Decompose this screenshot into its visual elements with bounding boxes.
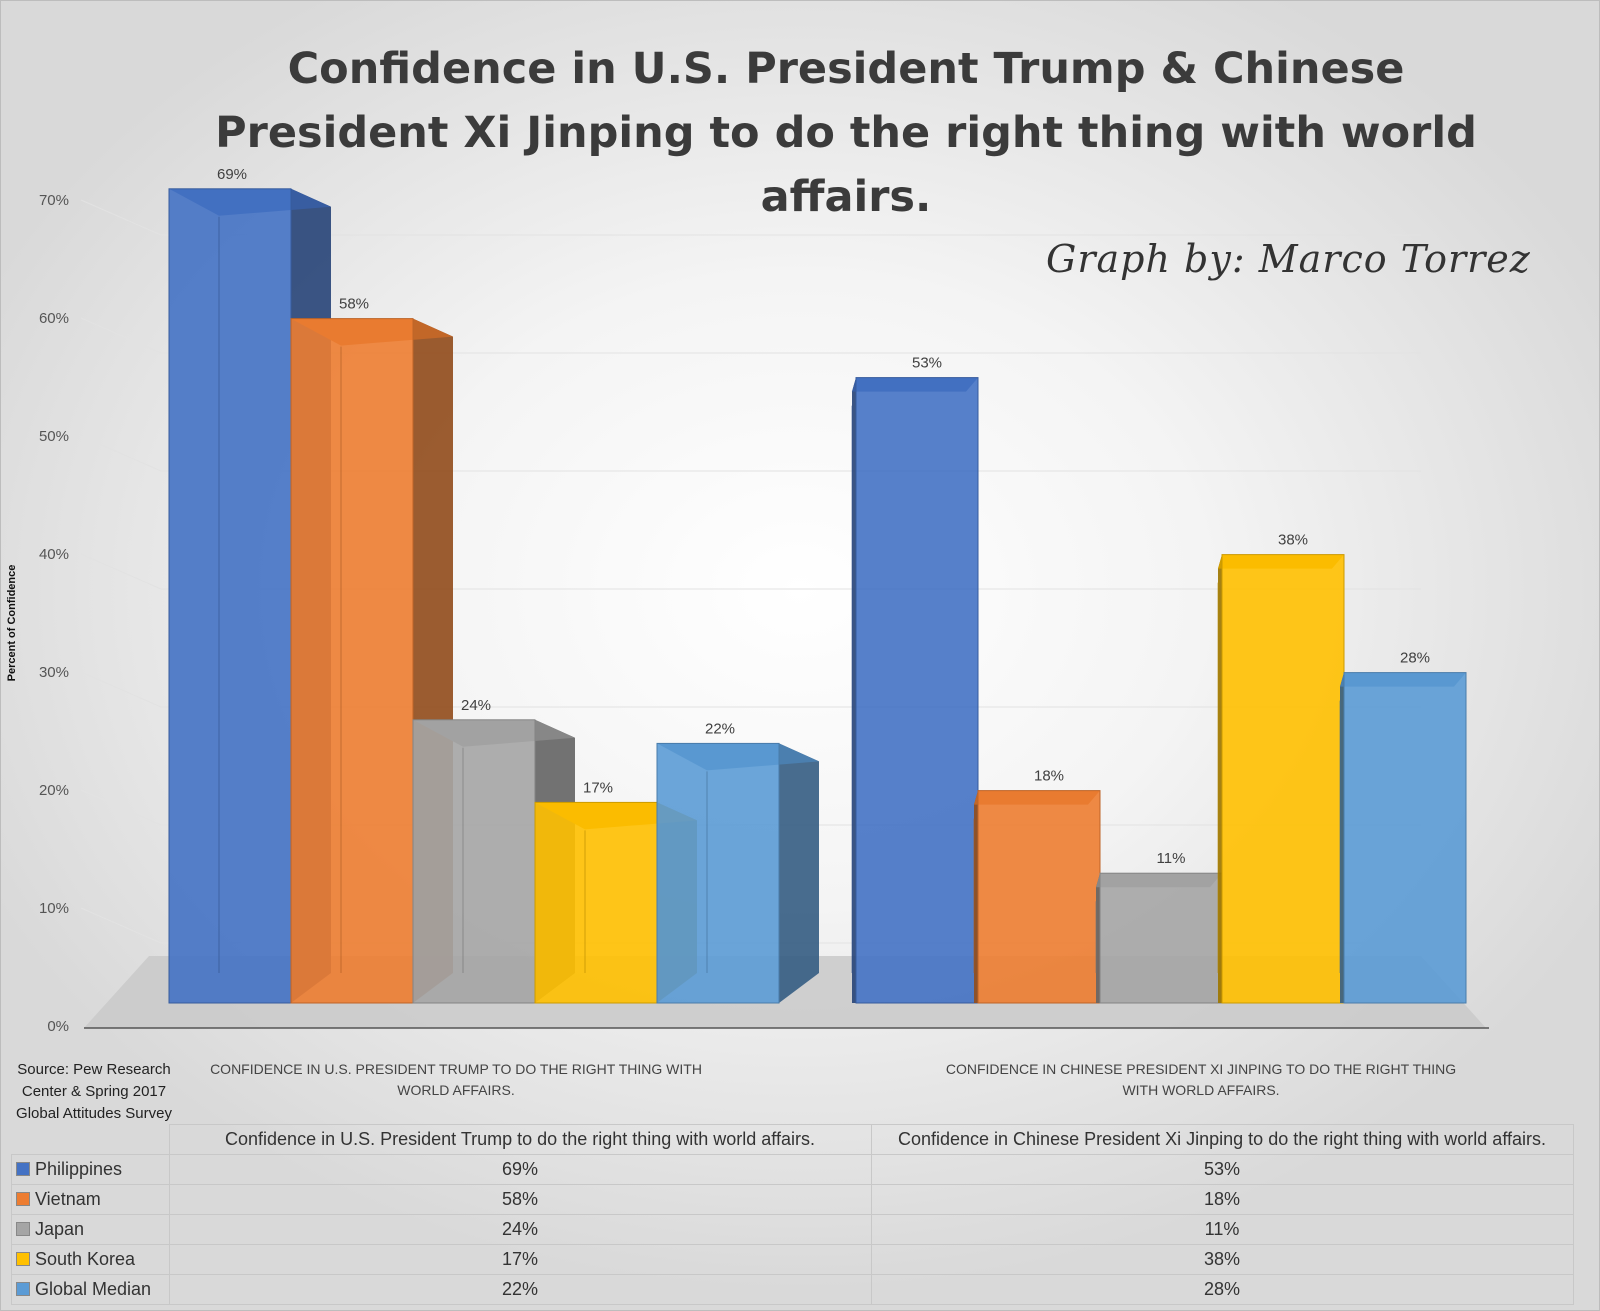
y-tick-label: 30% (39, 664, 69, 681)
data-label: 22% (705, 720, 735, 737)
legend-swatch (16, 1282, 30, 1296)
bar-side (779, 743, 819, 1003)
y-axis-label: Percent of Confidence (6, 564, 18, 682)
gridline (80, 435, 162, 472)
table-column-header: Confidence in Chinese President Xi Jinpi… (870, 1124, 1574, 1155)
bar-side (1340, 672, 1344, 1003)
table-row-header: Japan (11, 1214, 170, 1245)
legend-swatch (16, 1252, 30, 1266)
legend-swatch (16, 1222, 30, 1236)
bar-front (1343, 672, 1467, 1004)
bar-front (412, 719, 536, 1004)
data-label: 69% (217, 166, 247, 183)
bar-global-median: 28% (1339, 650, 1467, 1004)
table-column-header: Confidence in U.S. President Trump to do… (168, 1124, 872, 1155)
data-label: 11% (1157, 850, 1186, 867)
legend-label: South Korea (35, 1249, 136, 1269)
y-tick-label: 20% (39, 782, 69, 799)
bar-japan: 11% (1095, 850, 1223, 1004)
table-row-header: Global Median (11, 1274, 170, 1305)
bar-side (1096, 873, 1100, 1003)
bar-front (977, 790, 1101, 1004)
gridline (80, 907, 162, 944)
bar-side (1218, 554, 1222, 1003)
legend-swatch (16, 1162, 30, 1176)
table-cell: 38% (870, 1244, 1574, 1275)
table-corner (12, 1125, 170, 1155)
table-cell: 17% (168, 1244, 872, 1275)
data-label: 18% (1034, 768, 1064, 785)
y-tick-label: 10% (39, 900, 69, 917)
legend-label: Vietnam (35, 1189, 101, 1209)
table-row: Vietnam 58% 18% (11, 1184, 1574, 1215)
table-cell: 22% (168, 1274, 872, 1305)
bar-front (1099, 872, 1223, 1004)
table-cell: 58% (168, 1184, 872, 1215)
legend-swatch (16, 1192, 30, 1206)
bar-global-median: 22% (656, 720, 819, 1004)
table-cell: 24% (168, 1214, 872, 1245)
table-row-header: Vietnam (11, 1184, 170, 1215)
y-tick-label: 60% (39, 310, 69, 327)
legend-label: Philippines (35, 1159, 123, 1179)
chart-title: Confidence in U.S. President Trump & Chi… (215, 44, 1477, 222)
gridline (80, 671, 162, 708)
gridline (80, 553, 162, 590)
table-row-header: Philippines (11, 1154, 170, 1185)
table-row: Global Median 22% 28% (11, 1274, 1574, 1305)
data-label: 58% (339, 296, 369, 313)
table-body: Philippines 69% 53% Vietnam 58% 18% Japan 24% 11… (11, 1154, 1574, 1305)
gridline (80, 317, 162, 354)
source-note: Source: Pew Research Center & Spring 201… (16, 1061, 172, 1122)
bar-front (1221, 554, 1345, 1004)
bar-front (168, 188, 292, 1004)
table-cell: 69% (168, 1154, 872, 1185)
data-table: Confidence in U.S. President Trump to do… (11, 1124, 1574, 1305)
data-label: 38% (1278, 532, 1308, 549)
bar-front (656, 742, 780, 1004)
table-cell: 11% (870, 1214, 1574, 1245)
table-cell: 18% (870, 1184, 1574, 1215)
table-row: Japan 24% 11% (11, 1214, 1574, 1245)
table-row: Philippines 69% 53% (11, 1154, 1574, 1185)
legend-label: Global Median (35, 1279, 152, 1299)
y-tick-label: 50% (39, 428, 69, 445)
table-cell: 53% (870, 1154, 1574, 1185)
gridline (80, 789, 162, 826)
bar-front (855, 377, 979, 1004)
gridline (80, 199, 162, 236)
table-header-row: Confidence in U.S. President Trump to do… (12, 1124, 1574, 1155)
y-tick-label: 0% (47, 1018, 69, 1035)
bar-philippines: 53% (851, 355, 979, 1004)
bar-front (290, 318, 414, 1004)
data-label: 53% (912, 355, 942, 372)
bar-vietnam: 18% (973, 768, 1101, 1004)
data-label: 24% (461, 697, 491, 714)
plot-area: 0% 10% 20% 30% 40% 50% 60% 70% 69% 58% 24% 17% 22% 53… (39, 166, 1489, 1035)
table-cell: 28% (870, 1274, 1574, 1305)
y-tick-label: 40% (39, 546, 69, 563)
bar-south-korea: 38% (1217, 532, 1345, 1004)
table-row-header: South Korea (11, 1244, 170, 1275)
signature: Graph by: Marco Torrez (1046, 237, 1531, 281)
y-tick-label: 70% (39, 192, 69, 209)
legend-label: Japan (35, 1219, 85, 1239)
data-label: 17% (583, 779, 613, 796)
category-label-trump: CONFIDENCE IN U.S. PRESIDENT TRUMP TO DO… (210, 1061, 702, 1098)
bar-side (852, 377, 856, 1004)
data-label: 28% (1400, 650, 1430, 667)
category-label-xi: CONFIDENCE IN CHINESE PRESIDENT XI JINPI… (945, 1061, 1457, 1098)
bar-front (534, 801, 658, 1004)
bar-side (974, 790, 978, 1003)
table-row: South Korea 17% 38% (11, 1244, 1574, 1275)
